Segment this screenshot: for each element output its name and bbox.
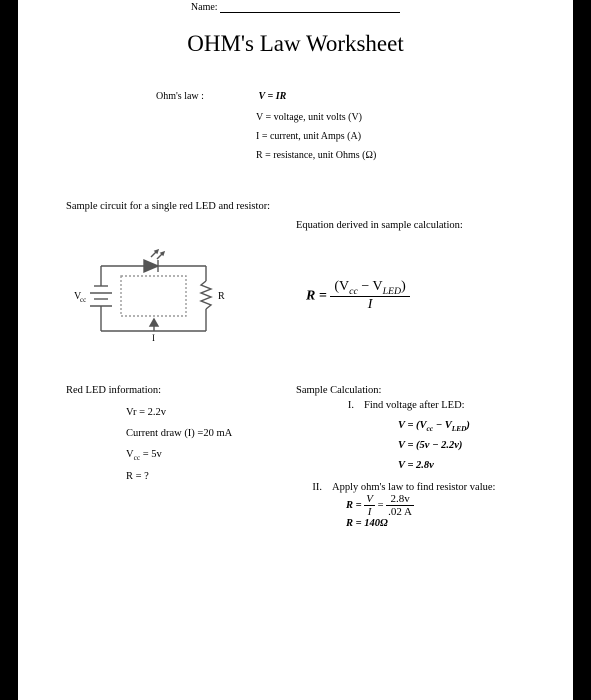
eq2a-frac1: V I <box>364 493 375 518</box>
step1-label: I.Find voltage after LED: <box>328 396 525 416</box>
law-row: Ohm's law : V = IR <box>156 87 525 106</box>
name-underline <box>220 3 400 13</box>
eq-numerator: (Vcc − VLED) <box>330 279 409 298</box>
info-vr: Vr = 2.2v <box>126 402 296 423</box>
step2-label: II.Apply ohm's law to find resistor valu… <box>296 482 525 493</box>
eq-denominator: I <box>330 297 409 313</box>
info-r: R = ? <box>126 466 296 487</box>
calc-step2: II.Apply ohm's law to find resistor valu… <box>296 482 525 529</box>
name-field: Name: <box>66 0 525 13</box>
law-definitions: V = voltage, unit volts (V) I = current,… <box>256 108 525 165</box>
circuit-and-equation-row: V cc R I R = (Vcc − VLED) I <box>66 241 525 351</box>
red-led-list: Vr = 2.2v Current draw (I) =20 mA Vcc = … <box>126 402 296 487</box>
eq2a: R = V I = 2.8v .02 A <box>346 493 525 518</box>
info-current: Current draw (I) =20 mA <box>126 423 296 444</box>
red-led-info: Red LED information: Vr = 2.2v Current d… <box>66 385 296 529</box>
eq1b: V = (5v − 2.2v) <box>398 436 525 456</box>
calc-step1: I.Find voltage after LED: V = (Vcc − VLE… <box>328 396 525 476</box>
sample-circuit-label: Sample circuit for a single red LED and … <box>66 201 525 212</box>
eq1c: V = 2.8v <box>398 456 525 476</box>
sample-calc-heading: Sample Calculation: <box>296 385 525 396</box>
sample-calculation: Sample Calculation: I.Find voltage after… <box>296 385 525 529</box>
derived-equation: R = (Vcc − VLED) I <box>306 279 410 314</box>
svg-text:R: R <box>218 291 225 302</box>
eq2b: R = 140Ω <box>346 518 525 529</box>
law-label: Ohm's law : <box>156 87 256 106</box>
circuit-diagram: V cc R I <box>66 241 246 351</box>
worksheet-page: Name: OHM's Law Worksheet Ohm's law : V … <box>18 0 573 700</box>
info-vcc: Vcc = 5v <box>126 444 296 466</box>
eq2a-frac2: 2.8v .02 A <box>386 493 414 518</box>
def-i: I = current, unit Amps (A) <box>256 127 525 146</box>
law-formula: V = IR <box>259 91 287 102</box>
bottom-columns: Red LED information: Vr = 2.2v Current d… <box>66 385 525 529</box>
page-title: OHM's Law Worksheet <box>66 31 525 57</box>
svg-text:I: I <box>152 333 155 343</box>
red-led-heading: Red LED information: <box>66 385 296 396</box>
eq-fraction: (Vcc − VLED) I <box>330 279 409 314</box>
def-r: R = resistance, unit Ohms (Ω) <box>256 146 525 165</box>
eq-lhs: R = <box>306 288 327 303</box>
eq1a: V = (Vcc − VLED) <box>398 416 525 436</box>
svg-text:cc: cc <box>80 296 86 304</box>
name-label: Name: <box>191 2 218 13</box>
def-v: V = voltage, unit volts (V) <box>256 108 525 127</box>
ohms-law-block: Ohm's law : V = IR V = voltage, unit vol… <box>156 87 525 165</box>
eq-derived-label: Equation derived in sample calculation: <box>296 220 525 231</box>
